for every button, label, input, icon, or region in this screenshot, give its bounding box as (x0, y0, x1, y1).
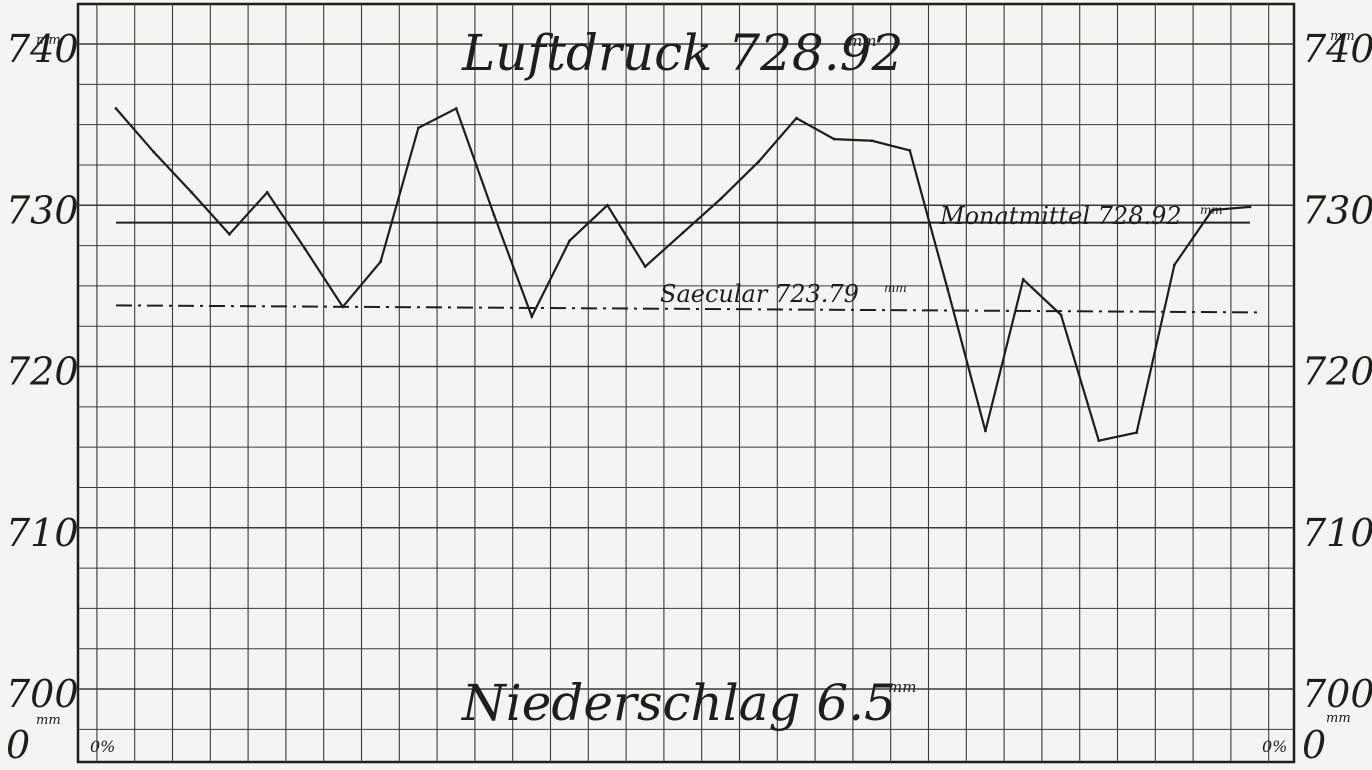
pressure-point (984, 429, 987, 433)
pressure-point (946, 287, 949, 291)
percent-label-left: 0% (90, 737, 115, 756)
y-tick-label-left: 740 (6, 27, 79, 71)
pressure-point (719, 197, 723, 201)
pressure-point (1135, 431, 1138, 435)
y-tick-label-right: 740 (1302, 27, 1372, 71)
pressure-point (1059, 313, 1063, 317)
chart-title-unit: mm (848, 32, 876, 50)
pressure-point (643, 265, 647, 268)
y-tick-label-left: 730 (6, 188, 79, 232)
pressure-point (417, 126, 420, 130)
pressure-point (228, 232, 231, 236)
monatmittel-unit: mm (1200, 203, 1223, 217)
y-tick-label-left: 720 (6, 350, 79, 394)
pressure-point (379, 260, 382, 264)
saecular-line (115, 304, 1259, 314)
pressure-point (190, 190, 194, 194)
pressure-point (681, 231, 685, 235)
y-tick-label-right: 710 (1302, 511, 1372, 555)
pressure-point (1248, 205, 1252, 209)
pressure-point (568, 239, 571, 243)
saecular-unit: mm (884, 281, 907, 295)
saecular-label: Saecular 723.79 (660, 280, 859, 308)
pressure-point (341, 305, 345, 309)
pressure-point (152, 150, 156, 154)
pressure-point (114, 107, 118, 110)
pressure-point (1097, 439, 1101, 443)
chart-border (76, 2, 1296, 764)
pressure-point (1021, 278, 1025, 281)
precipitation-title: Niederschlag 6.5 (461, 674, 896, 732)
pressure-point (795, 116, 798, 120)
y-tick-label-right: 700 (1302, 672, 1372, 716)
pressure-point (1210, 208, 1214, 212)
y-tick-label-left: 0 (6, 723, 30, 766)
pressure-point (1173, 263, 1176, 267)
pressure-point (757, 160, 760, 164)
y-tick-label-right: 730 (1302, 188, 1372, 232)
percent-label-right: 0% (1262, 737, 1287, 756)
precipitation-title-unit: mm (888, 678, 916, 696)
y-unit-right: mm (1330, 29, 1355, 44)
pressure-point (606, 203, 609, 207)
y-tick-label-right: 0 (1302, 723, 1326, 766)
pressure-point (908, 149, 912, 152)
pressure-point (265, 190, 269, 194)
y-tick-label-right: 720 (1302, 350, 1372, 394)
pressure-point (492, 213, 496, 217)
pressure-point (454, 107, 458, 110)
y-tick-label-left: 710 (6, 511, 79, 555)
pressure-point (870, 139, 874, 143)
monatmittel-label: Monatmittel 728.92 (939, 202, 1182, 230)
y-unit-left-bottom: mm (36, 713, 61, 728)
y-tick-label-left: 700 (6, 672, 79, 716)
y-unit-right-bottom: mm (1326, 711, 1351, 726)
y-unit-left: mm (36, 33, 61, 48)
pressure-point (832, 137, 836, 141)
pressure-point (530, 315, 534, 318)
chart-title: Luftdruck 728.92 (461, 24, 903, 82)
pressure-point (303, 247, 307, 251)
